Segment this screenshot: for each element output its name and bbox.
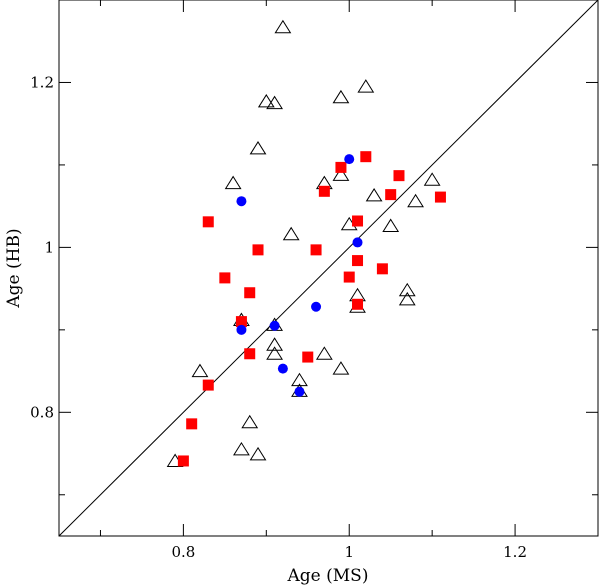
circle-point [269,320,280,331]
triangle-point [423,172,441,186]
triangle-point [266,337,284,351]
square-point [335,161,347,173]
circle-point [294,386,305,397]
square-point [186,418,198,430]
x-tick-label: 0.8 [171,543,195,561]
triangle-point [357,79,375,93]
y-tick-label: 0.8 [30,403,54,421]
square-point [352,255,364,267]
triangle-point [291,372,308,387]
square-point [376,263,388,275]
triangle-point [332,361,350,375]
triangle-point [233,441,250,456]
triangle-point [257,93,275,108]
triangle-point [266,95,284,110]
square-point [177,455,189,467]
identity-line [58,0,599,537]
triangle-point [241,414,259,429]
square-point [360,151,372,163]
square-point [393,170,405,182]
square-point [352,298,364,310]
x-tick-label: 1.2 [503,543,527,561]
circle-point [277,363,288,374]
square-point [244,348,256,360]
circle-point [352,237,363,248]
x-tick-label: 1 [344,543,354,561]
triangle-point [249,446,267,461]
triangle-point [365,187,383,202]
square-point [318,185,330,197]
square-point [343,271,355,283]
square-point [310,244,322,256]
triangle-point [191,363,209,378]
triangle-point [315,346,333,360]
data-points [166,19,446,467]
square-point [202,216,214,228]
square-point [244,287,256,299]
plot-frame [58,0,599,537]
square-point [202,379,214,391]
triangle-point [274,19,292,34]
triangle-point [266,346,284,360]
square-point [302,351,314,363]
y-tick-label: 1.2 [30,73,54,91]
square-point [385,189,397,201]
square-point [235,316,247,328]
y-tick-label: 1 [44,238,54,256]
triangle-point [224,175,242,190]
square-point [252,244,264,256]
triangle-point [282,226,300,241]
triangle-point [407,193,424,208]
circle-point [311,301,322,312]
x-axis-label: Age (MS) [287,566,369,586]
triangle-point [382,218,400,232]
tick-labels: 0.8 1 1.2 0.8 1 1.2 [30,73,527,561]
axis-ticks [59,0,598,536]
square-point [434,191,446,203]
circle-point [236,324,247,335]
triangle-point [332,167,350,181]
triangle-point [398,291,416,306]
triangle-point [249,140,267,155]
circle-point [236,196,247,207]
triangle-point [398,282,416,297]
square-point [352,215,364,227]
square-point [219,272,231,284]
circle-point [344,154,355,165]
triangle-point [332,89,350,104]
y-axis-label: Age (HB) [4,228,24,308]
